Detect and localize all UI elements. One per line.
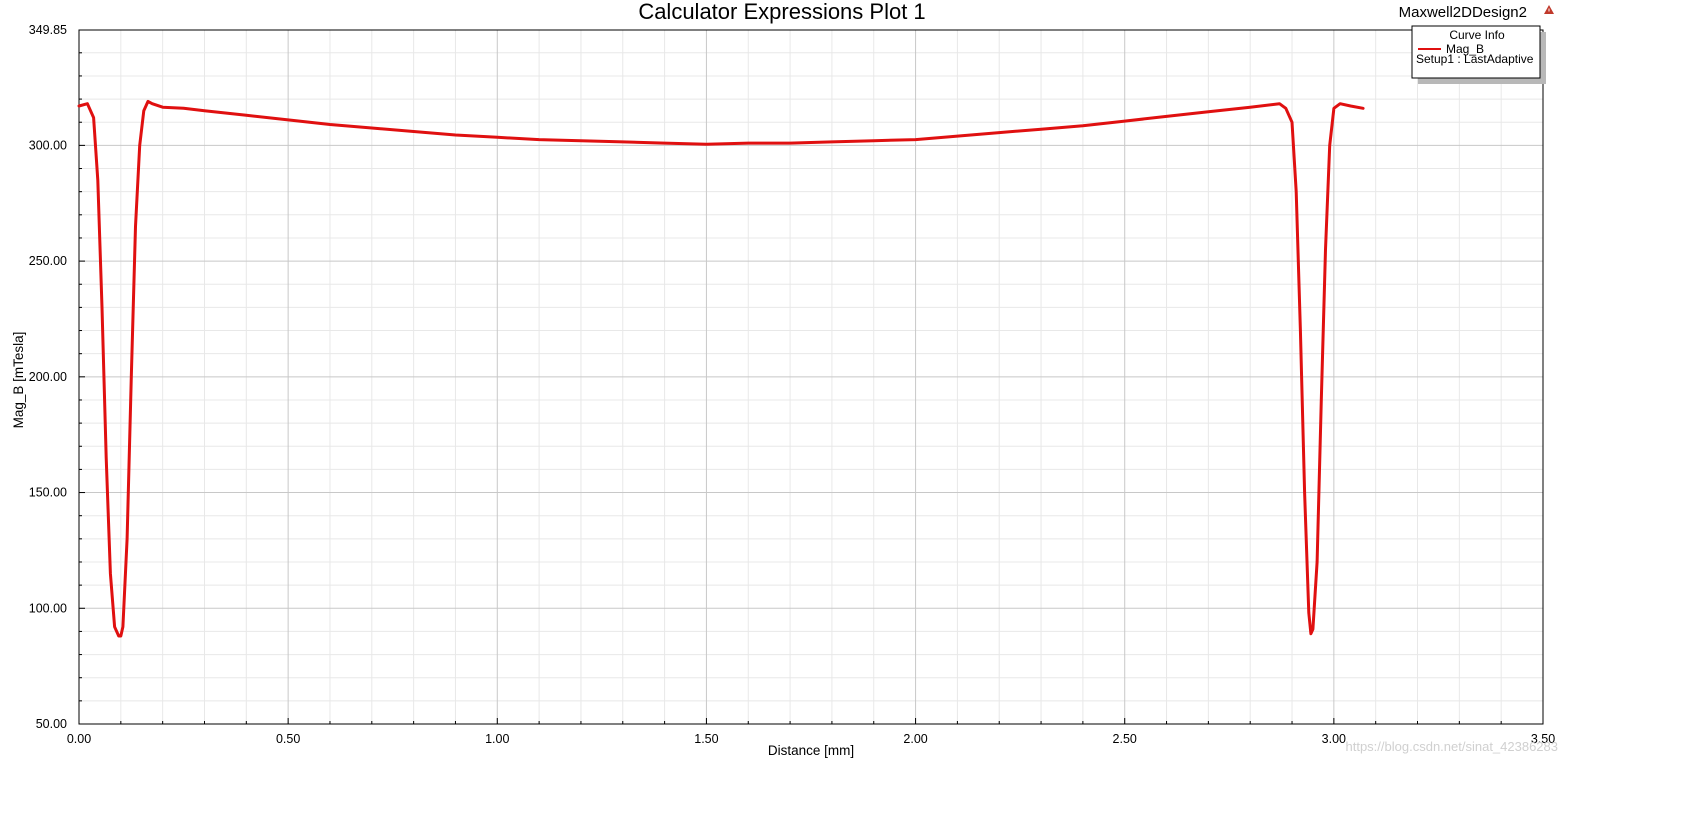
x-tick-label: 2.50 [1113, 732, 1137, 746]
legend-title: Curve Info [1449, 28, 1505, 42]
watermark: https://blog.csdn.net/sinat_42386283 [1346, 739, 1559, 754]
design-name: Maxwell2DDesign2 [1399, 4, 1527, 21]
x-tick-label: 2.00 [903, 732, 927, 746]
y-tick-label: 200.00 [29, 370, 67, 384]
y-tick-label: 150.00 [29, 486, 67, 500]
x-axis-ticks: 0.00 0.50 1.00 1.50 2.00 2.50 3.00 3.50 [67, 718, 1555, 746]
y-axis-label: Mag_B [mTesla] [11, 332, 26, 429]
x-tick-label: 0.00 [67, 732, 91, 746]
legend-setup-label: Setup1 : LastAdaptive [1416, 52, 1534, 66]
legend-series-label: Mag_B [1446, 42, 1484, 56]
x-tick-label: 0.50 [276, 732, 300, 746]
y-tick-label: 100.00 [29, 601, 67, 615]
y-tick-label: 349.85 [29, 23, 67, 37]
y-tick-label: 250.00 [29, 254, 67, 268]
warning-triangle-icon [1544, 5, 1554, 14]
y-axis-ticks: 50.00 100.00 150.00 200.00 250.00 300.00 349.8… [29, 23, 85, 731]
chart-title: Calculator Expressions Plot 1 [638, 0, 925, 24]
x-tick-label: 3.00 [1322, 732, 1346, 746]
x-axis-label: Distance [mm] [768, 743, 854, 758]
x-tick-label: 3.50 [1531, 732, 1555, 746]
x-tick-label: 1.50 [694, 732, 718, 746]
series-layer [77, 99, 1365, 638]
y-tick-label: 50.00 [36, 717, 67, 731]
legend-box [1411, 25, 1541, 79]
y-tick-label: 300.00 [29, 138, 67, 152]
legend[interactable]: Curve Info Mag_B Setup1 : LastAdaptive [1411, 25, 1546, 84]
x-tick-label: 1.00 [485, 732, 509, 746]
series-line-mag-b[interactable] [77, 99, 1365, 638]
